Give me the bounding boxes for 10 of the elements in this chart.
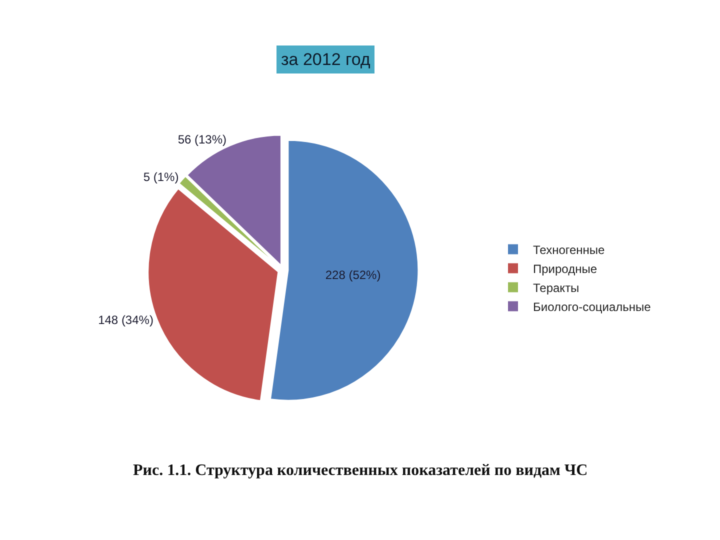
legend-label: Техногенные (533, 242, 606, 257)
data-label: 148 (34%) (98, 312, 154, 327)
chart-title: за 2012 год (281, 50, 370, 69)
legend-label: Биолого-социальные (533, 300, 652, 314)
data-label: 56 (13%) (178, 132, 227, 147)
legend-label: Теракты (533, 280, 580, 295)
legend-label: Природные (533, 262, 598, 276)
text: Рис. 1.1. Структура количественных показателей по видам ЧС (133, 462, 588, 479)
data-label: 228 (52%) (325, 268, 381, 282)
data-label: 5 (1%) (143, 170, 179, 184)
